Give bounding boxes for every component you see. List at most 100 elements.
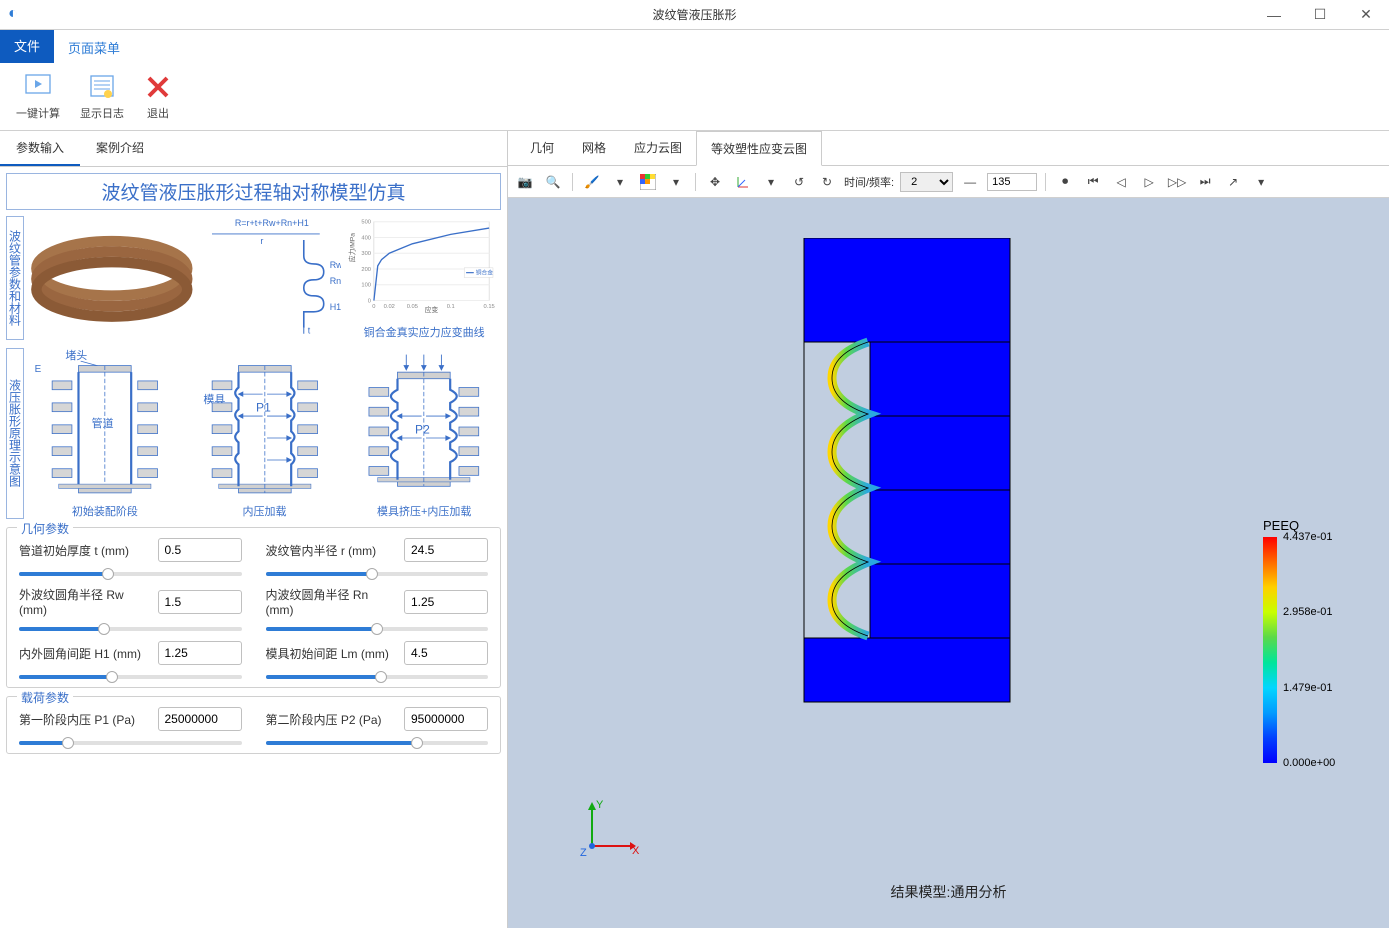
param-input[interactable] [404, 538, 488, 562]
play-icon[interactable]: ▷ [1138, 171, 1160, 193]
tab-params[interactable]: 参数输入 [0, 131, 80, 166]
record-icon[interactable]: ⏺ [1054, 171, 1076, 193]
geom-param-0: 管道初始厚度 t (mm) [19, 538, 242, 576]
menu-page[interactable]: 页面菜单 [54, 30, 134, 63]
menu-bar: 文件 页面菜单 [0, 30, 1389, 63]
param-label: 模具初始间距 Lm (mm) [266, 645, 397, 662]
frame-select[interactable]: 2 [900, 172, 953, 192]
geom-param-4: 内外圆角间距 H1 (mm) [19, 641, 242, 679]
legend-colorbar [1263, 537, 1277, 763]
play-icon [24, 73, 52, 101]
menu-file[interactable]: 文件 [0, 30, 54, 63]
axis-icon[interactable] [732, 171, 754, 193]
ribbon-log[interactable]: 显示日志 [80, 73, 124, 121]
export-icon[interactable]: ↗ [1222, 171, 1244, 193]
next-frame-icon[interactable]: ▷▷ [1166, 171, 1188, 193]
camera-icon[interactable]: 📷 [514, 171, 536, 193]
diagram-row-principle: 液压胀形原理示意图 堵头 [6, 348, 501, 520]
legend-tick: 2.958e-01 [1283, 606, 1333, 618]
param-input[interactable] [158, 538, 242, 562]
svg-text:500: 500 [362, 220, 372, 226]
ribbon-log-label: 显示日志 [80, 105, 124, 121]
svg-text:100: 100 [362, 283, 372, 289]
tab-case[interactable]: 案例介绍 [80, 131, 160, 166]
close-button[interactable]: ✕ [1343, 0, 1389, 30]
svg-text:0.02: 0.02 [384, 304, 395, 310]
zoom-icon[interactable]: 🔍 [542, 171, 564, 193]
param-input[interactable] [404, 590, 488, 614]
param-label: 内波纹圆角半径 Rn (mm) [266, 586, 397, 617]
param-slider[interactable] [19, 741, 242, 745]
move-icon[interactable]: ✥ [704, 171, 726, 193]
first-frame-icon[interactable]: ⏮ [1082, 171, 1104, 193]
svg-text:400: 400 [362, 235, 372, 241]
ribbon-exit-label: 退出 [147, 105, 169, 121]
right-tabs: 几何 网格 应力云图 等效塑性应变云图 [508, 131, 1389, 166]
ribbon-compute[interactable]: 一键计算 [16, 73, 60, 121]
phase2-diagram: P1 模具 内压加载 [188, 348, 342, 520]
svg-text:0.05: 0.05 [407, 304, 418, 310]
param-slider[interactable] [19, 627, 242, 631]
param-slider[interactable] [266, 675, 489, 679]
geom-param-2: 外波纹圆角半径 Rw (mm) [19, 586, 242, 631]
param-slider[interactable] [19, 675, 242, 679]
curve-ylabel: 应力/MPa [348, 233, 357, 262]
ribbon-toolbar: 一键计算 显示日志 退出 [0, 63, 1389, 131]
rotate-ccw-icon[interactable]: ↺ [788, 171, 810, 193]
log-icon [88, 73, 116, 101]
chevron-down-icon[interactable]: ▾ [760, 171, 782, 193]
phase3-diagram: P2 模具挤压+内压加载 [347, 348, 501, 520]
chevron-down-icon[interactable]: ▾ [609, 171, 631, 193]
diagram-row2-label: 液压胀形原理示意图 [6, 348, 24, 520]
svg-text:Y: Y [596, 799, 604, 811]
param-input[interactable] [158, 707, 242, 731]
chevron-down-icon[interactable]: ▾ [1250, 171, 1272, 193]
param-slider[interactable] [266, 627, 489, 631]
viewer-toolbar: 📷 🔍 🖌️ ▾ ▾ ✥ ▾ ↺ ↻ 时间/频率: 2 — ⏺ ⏮ ◁ ▷ ▷▷… [508, 166, 1389, 198]
tab-stress[interactable]: 应力云图 [620, 131, 696, 165]
phase1-caption: 初始装配阶段 [72, 503, 138, 519]
viewer-canvas[interactable]: 结果模型:通用分析 X Y Z PEEQ 4.437e-012.958e-011… [508, 198, 1389, 928]
tab-peeq[interactable]: 等效塑性应变云图 [696, 131, 822, 166]
svg-text:200: 200 [362, 267, 372, 273]
frame-spin[interactable] [987, 173, 1037, 191]
param-input[interactable] [404, 707, 488, 731]
load-param-0: 第一阶段内压 P1 (Pa) [19, 707, 242, 745]
param-slider[interactable] [19, 572, 242, 576]
chevron-down-icon[interactable]: ▾ [665, 171, 687, 193]
last-frame-icon[interactable]: ⏭ [1194, 171, 1216, 193]
curve-caption: 铜合金真实应力应变曲线 [364, 324, 485, 340]
maximize-button[interactable]: ☐ [1297, 0, 1343, 30]
param-input[interactable] [158, 641, 242, 665]
dim-t: t [307, 326, 310, 336]
phase1-diagram: 堵头 E 管道 [28, 348, 182, 520]
param-input[interactable] [404, 641, 488, 665]
pipe-label: 管道 [92, 416, 114, 430]
load-param-1: 第二阶段内压 P2 (Pa) [266, 707, 489, 745]
window-title: 波纹管液压胀形 [652, 6, 736, 23]
geom-param-5: 模具初始间距 Lm (mm) [266, 641, 489, 679]
param-slider[interactable] [266, 572, 489, 576]
prev-frame-icon[interactable]: ◁ [1110, 171, 1132, 193]
left-tabs: 参数输入 案例介绍 [0, 131, 507, 167]
legend-tick: 0.000e+00 [1283, 757, 1335, 769]
svg-text:0: 0 [368, 298, 371, 304]
param-label: 第二阶段内压 P2 (Pa) [266, 711, 397, 728]
bellows-3d-diagram [28, 216, 196, 340]
slider-track-icon[interactable]: — [959, 171, 981, 193]
rubiks-icon[interactable] [637, 171, 659, 193]
minimize-button[interactable]: — [1251, 0, 1297, 30]
phase3-caption: 模具挤压+内压加载 [377, 503, 471, 519]
color-brush-icon[interactable]: 🖌️ [581, 171, 603, 193]
tab-mesh[interactable]: 网格 [568, 131, 620, 165]
ribbon-exit[interactable]: 退出 [144, 73, 172, 121]
tab-geometry[interactable]: 几何 [516, 131, 568, 165]
simulation-title: 波纹管液压胀形过程轴对称模型仿真 [6, 173, 501, 210]
p2-label: P2 [415, 422, 430, 436]
param-input[interactable] [158, 590, 242, 614]
window-titlebar: ◐ 波纹管液压胀形 — ☐ ✕ [0, 0, 1389, 30]
ribbon-compute-label: 一键计算 [16, 105, 60, 121]
rotate-cw-icon[interactable]: ↻ [816, 171, 838, 193]
param-slider[interactable] [266, 741, 489, 745]
svg-text:0.15: 0.15 [484, 304, 495, 310]
